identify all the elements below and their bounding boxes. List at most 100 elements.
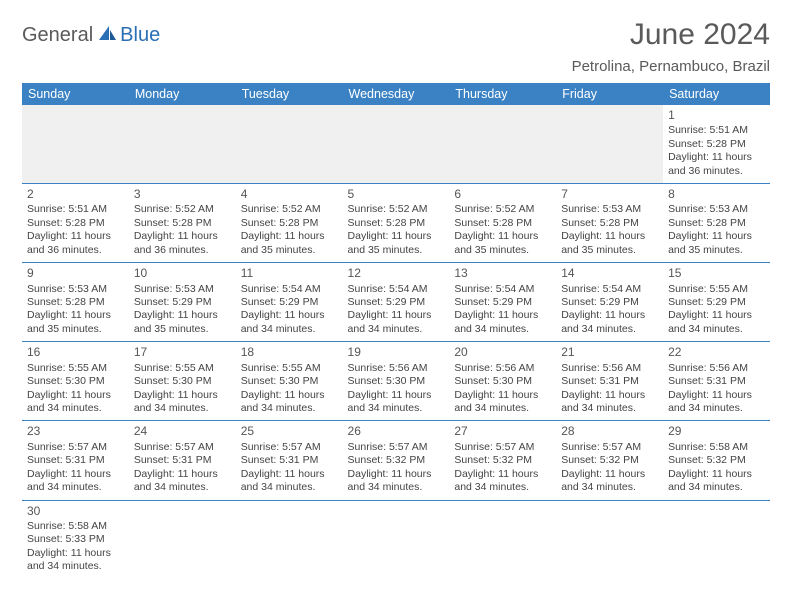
sunrise-line: Sunrise: 5:58 AM [668, 441, 765, 454]
calendar-cell: 6Sunrise: 5:52 AMSunset: 5:28 PMDaylight… [449, 184, 556, 263]
calendar-cell [449, 500, 556, 579]
sunrise-line: Sunrise: 5:56 AM [348, 362, 445, 375]
calendar-cell: 9Sunrise: 5:53 AMSunset: 5:28 PMDaylight… [22, 263, 129, 342]
location: Petrolina, Pernambuco, Brazil [572, 58, 770, 75]
sunset-line: Sunset: 5:30 PM [241, 375, 338, 388]
sunset-line: Sunset: 5:31 PM [27, 454, 124, 467]
day-number: 3 [134, 187, 231, 202]
calendar-cell: 3Sunrise: 5:52 AMSunset: 5:28 PMDaylight… [129, 184, 236, 263]
sunrise-line: Sunrise: 5:55 AM [134, 362, 231, 375]
daylight-line: Daylight: 11 hours and 34 minutes. [27, 468, 124, 495]
daylight-line: Daylight: 11 hours and 34 minutes. [134, 389, 231, 416]
sunrise-line: Sunrise: 5:54 AM [348, 283, 445, 296]
calendar-cell [236, 105, 343, 184]
calendar-cell [129, 500, 236, 579]
daylight-line: Daylight: 11 hours and 34 minutes. [348, 309, 445, 336]
daylight-line: Daylight: 11 hours and 36 minutes. [27, 230, 124, 257]
sunrise-line: Sunrise: 5:54 AM [454, 283, 551, 296]
daylight-line: Daylight: 11 hours and 34 minutes. [454, 309, 551, 336]
weekday-header: Saturday [663, 83, 770, 105]
day-number: 5 [348, 187, 445, 202]
calendar-row: 30Sunrise: 5:58 AMSunset: 5:33 PMDayligh… [22, 500, 770, 579]
sunset-line: Sunset: 5:28 PM [668, 217, 765, 230]
sunset-line: Sunset: 5:30 PM [454, 375, 551, 388]
calendar-cell: 5Sunrise: 5:52 AMSunset: 5:28 PMDaylight… [343, 184, 450, 263]
calendar-cell: 22 Sunrise: 5:56 AMSunset: 5:31 PMDayligh… [663, 342, 770, 421]
daylight-line: Daylight: 11 hours and 34 minutes. [241, 309, 338, 336]
sunrise-line: Sunrise: 5:58 AM [27, 520, 124, 533]
sunrise-line: Sunrise: 5:57 AM [561, 441, 658, 454]
calendar-cell [236, 500, 343, 579]
day-number: 13 [454, 266, 551, 281]
sunset-line: Sunset: 5:31 PM [561, 375, 658, 388]
sunrise-line: Sunrise: 5:54 AM [241, 283, 338, 296]
calendar-cell: 29Sunrise: 5:58 AMSunset: 5:32 PMDayligh… [663, 421, 770, 500]
day-number: 8 [668, 187, 765, 202]
daylight-line: Daylight: 11 hours and 34 minutes. [27, 547, 124, 574]
weekday-header: Thursday [449, 83, 556, 105]
day-number: 9 [27, 266, 124, 281]
sunset-line: Sunset: 5:28 PM [27, 217, 124, 230]
day-number: 1 [668, 108, 765, 123]
daylight-line: Daylight: 11 hours and 35 minutes. [134, 309, 231, 336]
sunrise-line: Sunrise: 5:56 AM [454, 362, 551, 375]
month-title: June 2024 [572, 18, 770, 52]
calendar-cell: 12Sunrise: 5:54 AMSunset: 5:29 PMDayligh… [343, 263, 450, 342]
sunset-line: Sunset: 5:29 PM [134, 296, 231, 309]
sunset-line: Sunset: 5:29 PM [668, 296, 765, 309]
day-number: 22 [668, 345, 765, 360]
calendar-cell: 2Sunrise: 5:51 AMSunset: 5:28 PMDaylight… [22, 184, 129, 263]
calendar-cell: 13 Sunrise: 5:54 AMSunset: 5:29 PMDayligh… [449, 263, 556, 342]
daylight-line: Daylight: 11 hours and 36 minutes. [134, 230, 231, 257]
calendar-table: Sunday Monday Tuesday Wednesday Thursday… [22, 83, 770, 579]
sunset-line: Sunset: 5:28 PM [134, 217, 231, 230]
sunset-line: Sunset: 5:29 PM [348, 296, 445, 309]
calendar-cell: 4Sunrise: 5:52 AMSunset: 5:28 PMDaylight… [236, 184, 343, 263]
daylight-line: Daylight: 11 hours and 35 minutes. [668, 230, 765, 257]
sunrise-line: Sunrise: 5:57 AM [241, 441, 338, 454]
sunrise-line: Sunrise: 5:52 AM [241, 203, 338, 216]
sunrise-line: Sunrise: 5:57 AM [134, 441, 231, 454]
sunrise-line: Sunrise: 5:53 AM [134, 283, 231, 296]
calendar-cell: 8Sunrise: 5:53 AMSunset: 5:28 PMDaylight… [663, 184, 770, 263]
sunset-line: Sunset: 5:28 PM [241, 217, 338, 230]
sunrise-line: Sunrise: 5:57 AM [454, 441, 551, 454]
weekday-header: Friday [556, 83, 663, 105]
sunset-line: Sunset: 5:31 PM [668, 375, 765, 388]
calendar-cell [663, 500, 770, 579]
sunset-line: Sunset: 5:32 PM [348, 454, 445, 467]
daylight-line: Daylight: 11 hours and 34 minutes. [561, 389, 658, 416]
sunrise-line: Sunrise: 5:56 AM [668, 362, 765, 375]
logo-text-general: General [22, 24, 93, 47]
sunset-line: Sunset: 5:29 PM [454, 296, 551, 309]
day-number: 20 [454, 345, 551, 360]
calendar-cell: 26Sunrise: 5:57 AMSunset: 5:32 PMDayligh… [343, 421, 450, 500]
header-bar: General Blue June 2024 Petrolina, Pernam… [22, 18, 770, 75]
calendar-row: 1Sunrise: 5:51 AMSunset: 5:28 PMDaylight… [22, 105, 770, 184]
sunrise-line: Sunrise: 5:52 AM [454, 203, 551, 216]
calendar-cell: 21Sunrise: 5:56 AMSunset: 5:31 PMDayligh… [556, 342, 663, 421]
daylight-line: Daylight: 11 hours and 35 minutes. [454, 230, 551, 257]
sunrise-line: Sunrise: 5:55 AM [241, 362, 338, 375]
calendar-cell: 30Sunrise: 5:58 AMSunset: 5:33 PMDayligh… [22, 500, 129, 579]
day-number: 11 [241, 266, 338, 281]
logo: General Blue [22, 24, 160, 47]
day-number: 21 [561, 345, 658, 360]
calendar-cell: 19Sunrise: 5:56 AMSunset: 5:30 PMDayligh… [343, 342, 450, 421]
sunset-line: Sunset: 5:28 PM [668, 138, 765, 151]
sunset-line: Sunset: 5:32 PM [454, 454, 551, 467]
daylight-line: Daylight: 11 hours and 34 minutes. [454, 468, 551, 495]
day-number: 27 [454, 424, 551, 439]
sunset-line: Sunset: 5:30 PM [348, 375, 445, 388]
daylight-line: Daylight: 11 hours and 34 minutes. [668, 389, 765, 416]
daylight-line: Daylight: 11 hours and 34 minutes. [241, 468, 338, 495]
weekday-header: Monday [129, 83, 236, 105]
sunset-line: Sunset: 5:32 PM [668, 454, 765, 467]
sunrise-line: Sunrise: 5:53 AM [668, 203, 765, 216]
calendar-cell: 27 Sunrise: 5:57 AMSunset: 5:32 PMDayligh… [449, 421, 556, 500]
logo-text-blue: Blue [120, 24, 160, 47]
sunset-line: Sunset: 5:33 PM [27, 533, 124, 546]
weekday-header: Sunday [22, 83, 129, 105]
sunset-line: Sunset: 5:29 PM [561, 296, 658, 309]
calendar-cell: 16Sunrise: 5:55 AMSunset: 5:30 PMDayligh… [22, 342, 129, 421]
